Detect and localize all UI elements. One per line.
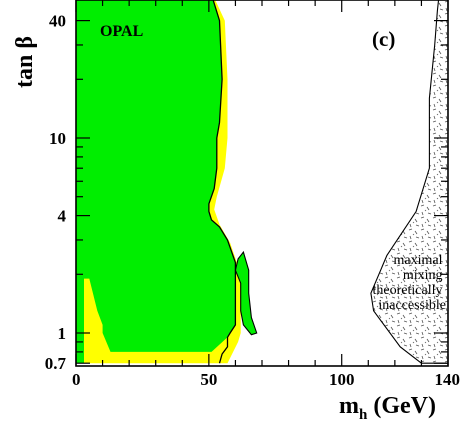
region-inaccessible [370, 0, 448, 364]
boundary-line-right-edge [208, 0, 237, 364]
y-axis-title: tan β [12, 36, 38, 88]
y-tick-label: 1 [58, 324, 67, 343]
x-axis-title: mh (GeV) [339, 393, 436, 423]
region-label-inaccessible: maximal mixing theoretically inaccessibl… [373, 253, 446, 313]
y-tick-label: 10 [49, 129, 66, 148]
experiment-label: OPAL [100, 23, 143, 40]
x-tick-label: 50 [200, 370, 217, 389]
y-tick-label: 4 [58, 207, 67, 226]
region-green-island [234, 250, 258, 336]
x-tick-label: 0 [72, 370, 81, 389]
y-tick-label: 0.7 [45, 354, 67, 373]
axis-ticks: 0 50 100 140 0.7 1 4 10 40 [45, 0, 460, 389]
boundary-lines [208, 0, 237, 364]
x-tick-label: 100 [329, 370, 355, 389]
region-green [76, 0, 236, 364]
panel-label: (c) [372, 27, 395, 51]
y-tick-label: 40 [49, 12, 66, 31]
exclusion-regions [76, 0, 448, 364]
x-tick-label: 140 [435, 370, 461, 389]
